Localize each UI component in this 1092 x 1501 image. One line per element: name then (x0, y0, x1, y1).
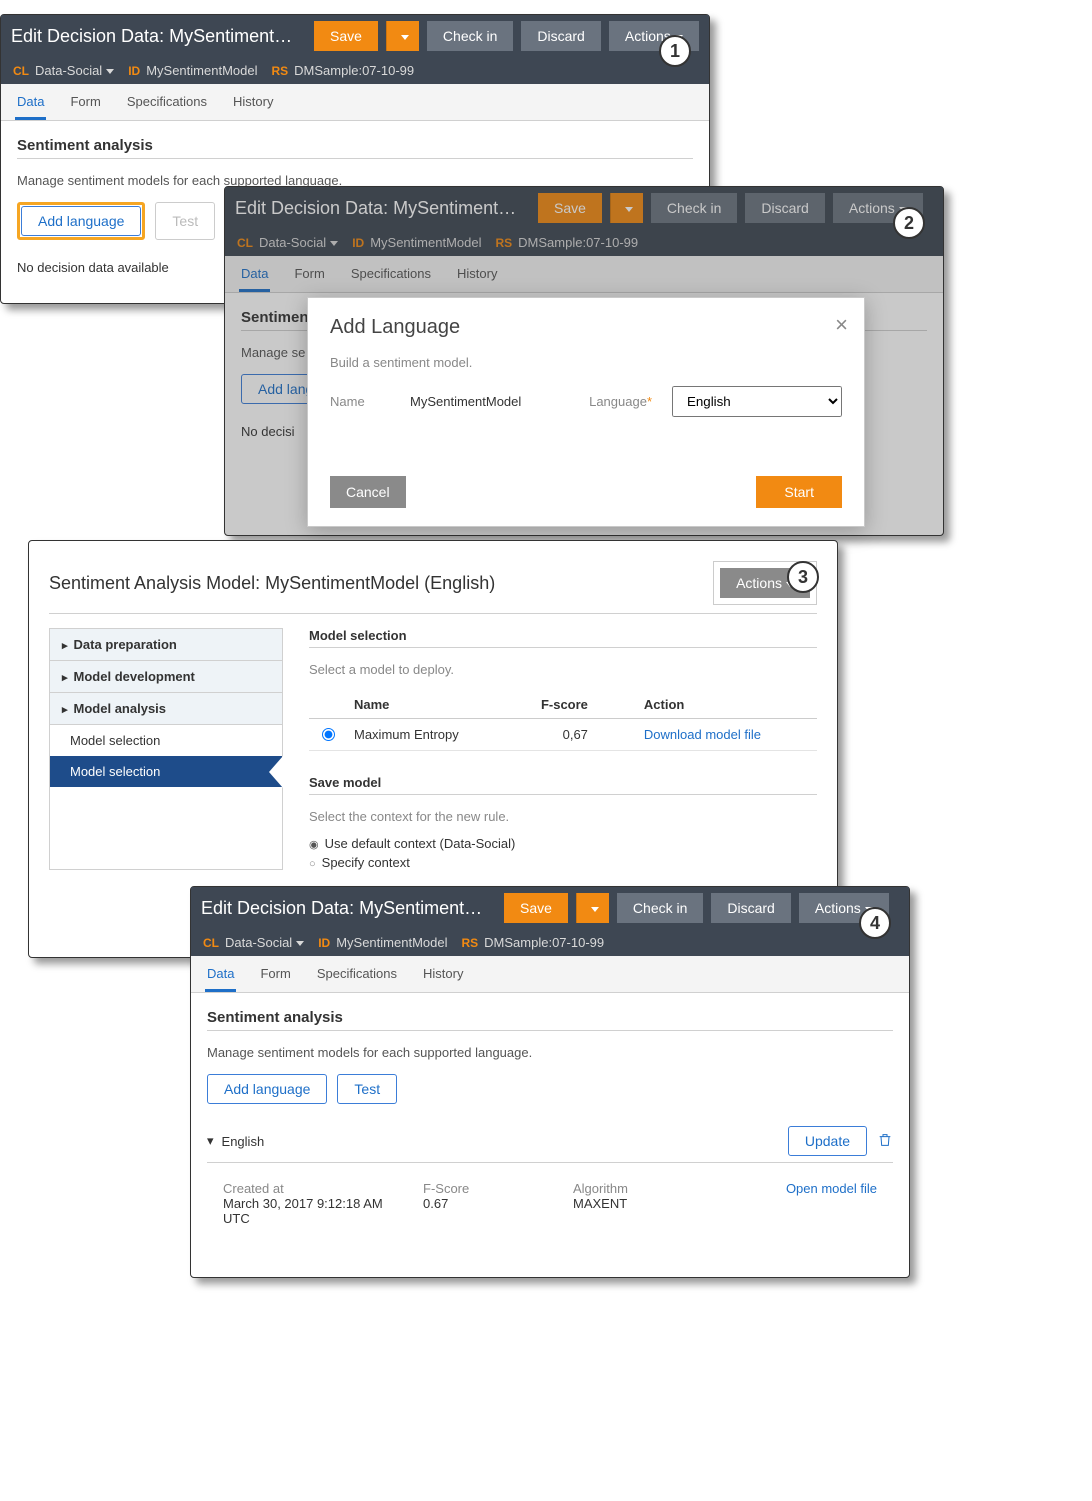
cl-tag: CL (13, 64, 29, 78)
save-dropdown[interactable] (386, 21, 419, 51)
section-desc: Manage sentiment models for each support… (207, 1045, 893, 1060)
save-dropdown[interactable] (576, 893, 609, 923)
modal-subtitle: Build a sentiment model. (330, 355, 842, 370)
discard-button[interactable]: Discard (521, 21, 600, 51)
cancel-button[interactable]: Cancel (330, 476, 406, 508)
id-tag: ID (318, 936, 330, 950)
download-model-link[interactable]: Download model file (644, 727, 761, 742)
id-value: MySentimentModel (336, 935, 447, 950)
sidebar-item-model-selection-active[interactable]: Model selection (50, 756, 282, 787)
step-badge-3: 3 (787, 561, 819, 593)
tab-specs[interactable]: Specifications (315, 956, 399, 992)
trash-icon[interactable] (877, 1132, 893, 1151)
save-button[interactable]: Save (314, 21, 378, 51)
test-button: Test (155, 202, 215, 240)
sidebar: Data preparation Model development Model… (49, 628, 283, 870)
algo-value: MAXENT (573, 1196, 693, 1211)
start-button[interactable]: Start (756, 476, 842, 508)
model-name: Maximum Entropy (346, 719, 510, 751)
model-radio[interactable] (322, 728, 335, 741)
cl-value[interactable]: Data-Social (35, 63, 114, 78)
table-row: Maximum Entropy 0,67 Download model file (309, 719, 817, 751)
page-title: Edit Decision Data: MySentimentMod (201, 898, 496, 919)
sidebar-cat-model-dev[interactable]: Model development (50, 661, 282, 693)
cl-value[interactable]: Data-Social (225, 935, 304, 950)
header-bar: Edit Decision Data: MySentimentMod Save … (1, 15, 709, 57)
add-language-modal: Add Language × Build a sentiment model. … (307, 297, 865, 527)
id-tag: ID (128, 64, 140, 78)
language-row-label: English (222, 1134, 265, 1149)
fscore-value: 0.67 (423, 1196, 543, 1211)
name-value: MySentimentModel (410, 394, 521, 409)
add-language-button[interactable]: Add language (207, 1074, 327, 1104)
sidebar-cat-model-analysis[interactable]: Model analysis (50, 693, 282, 725)
model-fscore: 0,67 (510, 719, 596, 751)
tab-data[interactable]: Data (205, 956, 236, 992)
th-name: Name (346, 691, 510, 719)
tab-history[interactable]: History (421, 956, 465, 992)
step-badge-1: 1 (659, 35, 691, 67)
rs-tag: RS (271, 64, 288, 78)
header-bar: Edit Decision Data: MySentimentMod Save … (191, 887, 909, 929)
tab-data[interactable]: Data (15, 84, 46, 120)
step-badge-4: 4 (859, 907, 891, 939)
test-button[interactable]: Test (337, 1074, 397, 1104)
context-specify-radio[interactable]: Specify context (309, 855, 817, 870)
language-label: Language* (589, 394, 652, 409)
th-fscore: F-score (510, 691, 596, 719)
save-model-title: Save model (309, 775, 817, 790)
cl-tag: CL (203, 936, 219, 950)
created-value: March 30, 2017 9:12:18 AM UTC (223, 1196, 393, 1226)
page-title: Edit Decision Data: MySentimentMod (11, 26, 306, 47)
tab-specs[interactable]: Specifications (125, 84, 209, 120)
tab-form[interactable]: Form (68, 84, 102, 120)
step-badge-2: 2 (893, 207, 925, 239)
section-title: Sentiment analysis (17, 137, 693, 154)
update-button[interactable]: Update (788, 1126, 867, 1156)
th-action: Action (636, 691, 817, 719)
rs-tag: RS (461, 936, 478, 950)
tabs: Data Form Specifications History (191, 956, 909, 993)
save-model-desc: Select the context for the new rule. (309, 809, 817, 824)
model-selection-title: Model selection (309, 628, 817, 643)
page-title: Sentiment Analysis Model: MySentimentMod… (49, 573, 495, 594)
created-label: Created at (223, 1181, 393, 1196)
rs-value: DMSample:07-10-99 (484, 935, 604, 950)
modal-title: Add Language (330, 316, 842, 339)
save-button[interactable]: Save (504, 893, 568, 923)
name-label: Name (330, 394, 390, 409)
language-select[interactable]: English (672, 386, 842, 417)
algo-label: Algorithm (573, 1181, 693, 1196)
breadcrumb: CL Data-Social ID MySentimentModel RS DM… (1, 57, 709, 84)
sidebar-item-model-selection[interactable]: Model selection (50, 725, 282, 756)
open-model-link[interactable]: Open model file (786, 1181, 877, 1196)
discard-button[interactable]: Discard (711, 893, 790, 923)
section-title: Sentiment analysis (207, 1009, 893, 1026)
checkin-button[interactable]: Check in (617, 893, 703, 923)
highlight-add-language: Add language (17, 202, 145, 240)
model-selection-desc: Select a model to deploy. (309, 662, 817, 677)
tab-history[interactable]: History (231, 84, 275, 120)
close-icon[interactable]: × (835, 312, 848, 338)
model-table: Name F-score Action Maximum Entropy 0,67… (309, 691, 817, 751)
sidebar-cat-data-prep[interactable]: Data preparation (50, 629, 282, 661)
checkin-button[interactable]: Check in (427, 21, 513, 51)
add-language-button[interactable]: Add language (21, 206, 141, 236)
collapse-icon[interactable]: ▾ (207, 1133, 214, 1149)
breadcrumb: CL Data-Social ID MySentimentModel RS DM… (191, 929, 909, 956)
fscore-label: F-Score (423, 1181, 543, 1196)
tab-form[interactable]: Form (258, 956, 292, 992)
id-value: MySentimentModel (146, 63, 257, 78)
tabs: Data Form Specifications History (1, 84, 709, 121)
context-default-radio[interactable]: Use default context (Data-Social) (309, 836, 817, 851)
rs-value: DMSample:07-10-99 (294, 63, 414, 78)
